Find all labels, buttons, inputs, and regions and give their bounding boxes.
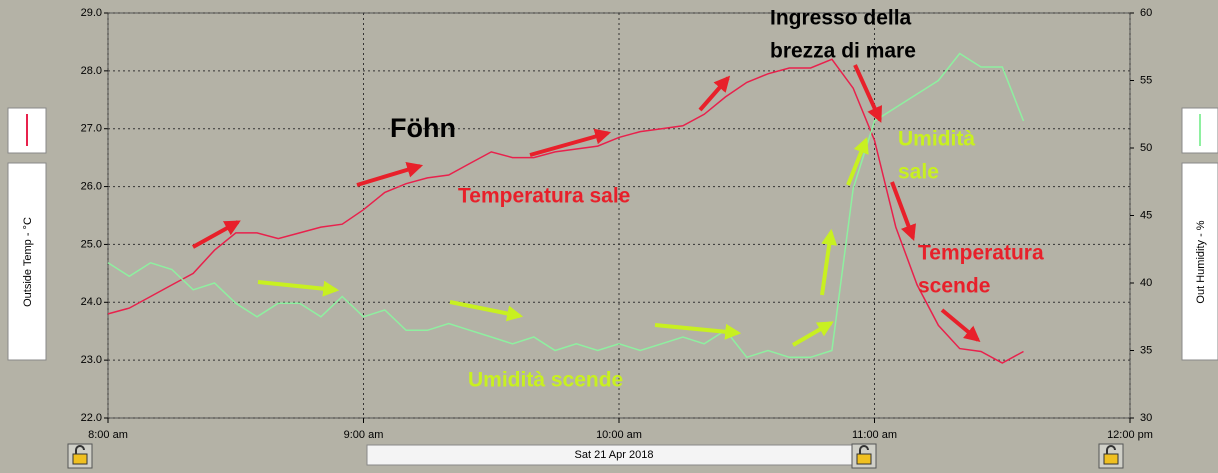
annotation: brezza di mare — [770, 40, 916, 63]
legend-panel — [1181, 162, 1218, 361]
lock-icon[interactable] — [67, 443, 93, 469]
x-tick-label: 10:00 am — [596, 429, 642, 441]
legend-panel — [7, 162, 47, 361]
annotation: Temperatura — [918, 242, 1044, 265]
x-tick-label: 8:00 am — [88, 429, 128, 441]
series-line — [107, 52, 1025, 359]
x-tick-label: 12:00 pm — [1107, 429, 1153, 441]
y-tick-label: 25.0 — [81, 238, 102, 250]
x-axis-label: Sat 21 Apr 2018 — [575, 449, 654, 461]
y-tick-label: 23.0 — [81, 354, 102, 366]
legend-label: Outside Temp - °C — [22, 217, 34, 307]
annotation: sale — [898, 161, 939, 184]
arrows-red — [192, 64, 981, 343]
y2-tick-label: 40 — [1140, 277, 1152, 289]
lock-icon[interactable] — [1098, 443, 1124, 469]
annotation: scende — [918, 275, 990, 298]
y2-tick-label: 60 — [1140, 7, 1152, 19]
plot-area — [107, 12, 1131, 419]
annotation: Ingresso della — [770, 7, 912, 30]
annotation: Umidità scende — [468, 369, 623, 392]
y-tick-label: 28.0 — [81, 65, 102, 77]
annotation: Umidità — [898, 128, 975, 151]
x-tick-label: 9:00 am — [344, 429, 384, 441]
annotation: Föhn — [390, 113, 456, 143]
y-tick-label: 29.0 — [81, 7, 102, 19]
y-tick-label: 22.0 — [81, 412, 102, 424]
y-tick-label: 24.0 — [81, 296, 102, 308]
y2-tick-label: 35 — [1140, 344, 1152, 356]
annotation: Temperatura sale — [458, 185, 630, 208]
arrows-green — [257, 137, 869, 347]
legend-label: Out Humidity - % — [1195, 220, 1207, 303]
x-tick-label: 11:00 am — [852, 429, 897, 441]
y2-tick-label: 55 — [1140, 74, 1152, 86]
y2-tick-label: 50 — [1140, 142, 1152, 154]
y-tick-label: 27.0 — [81, 123, 102, 135]
lock-icon[interactable] — [851, 443, 877, 469]
y-tick-label: 26.0 — [81, 180, 102, 192]
y2-tick-label: 45 — [1140, 209, 1152, 221]
y2-tick-label: 30 — [1140, 412, 1152, 424]
